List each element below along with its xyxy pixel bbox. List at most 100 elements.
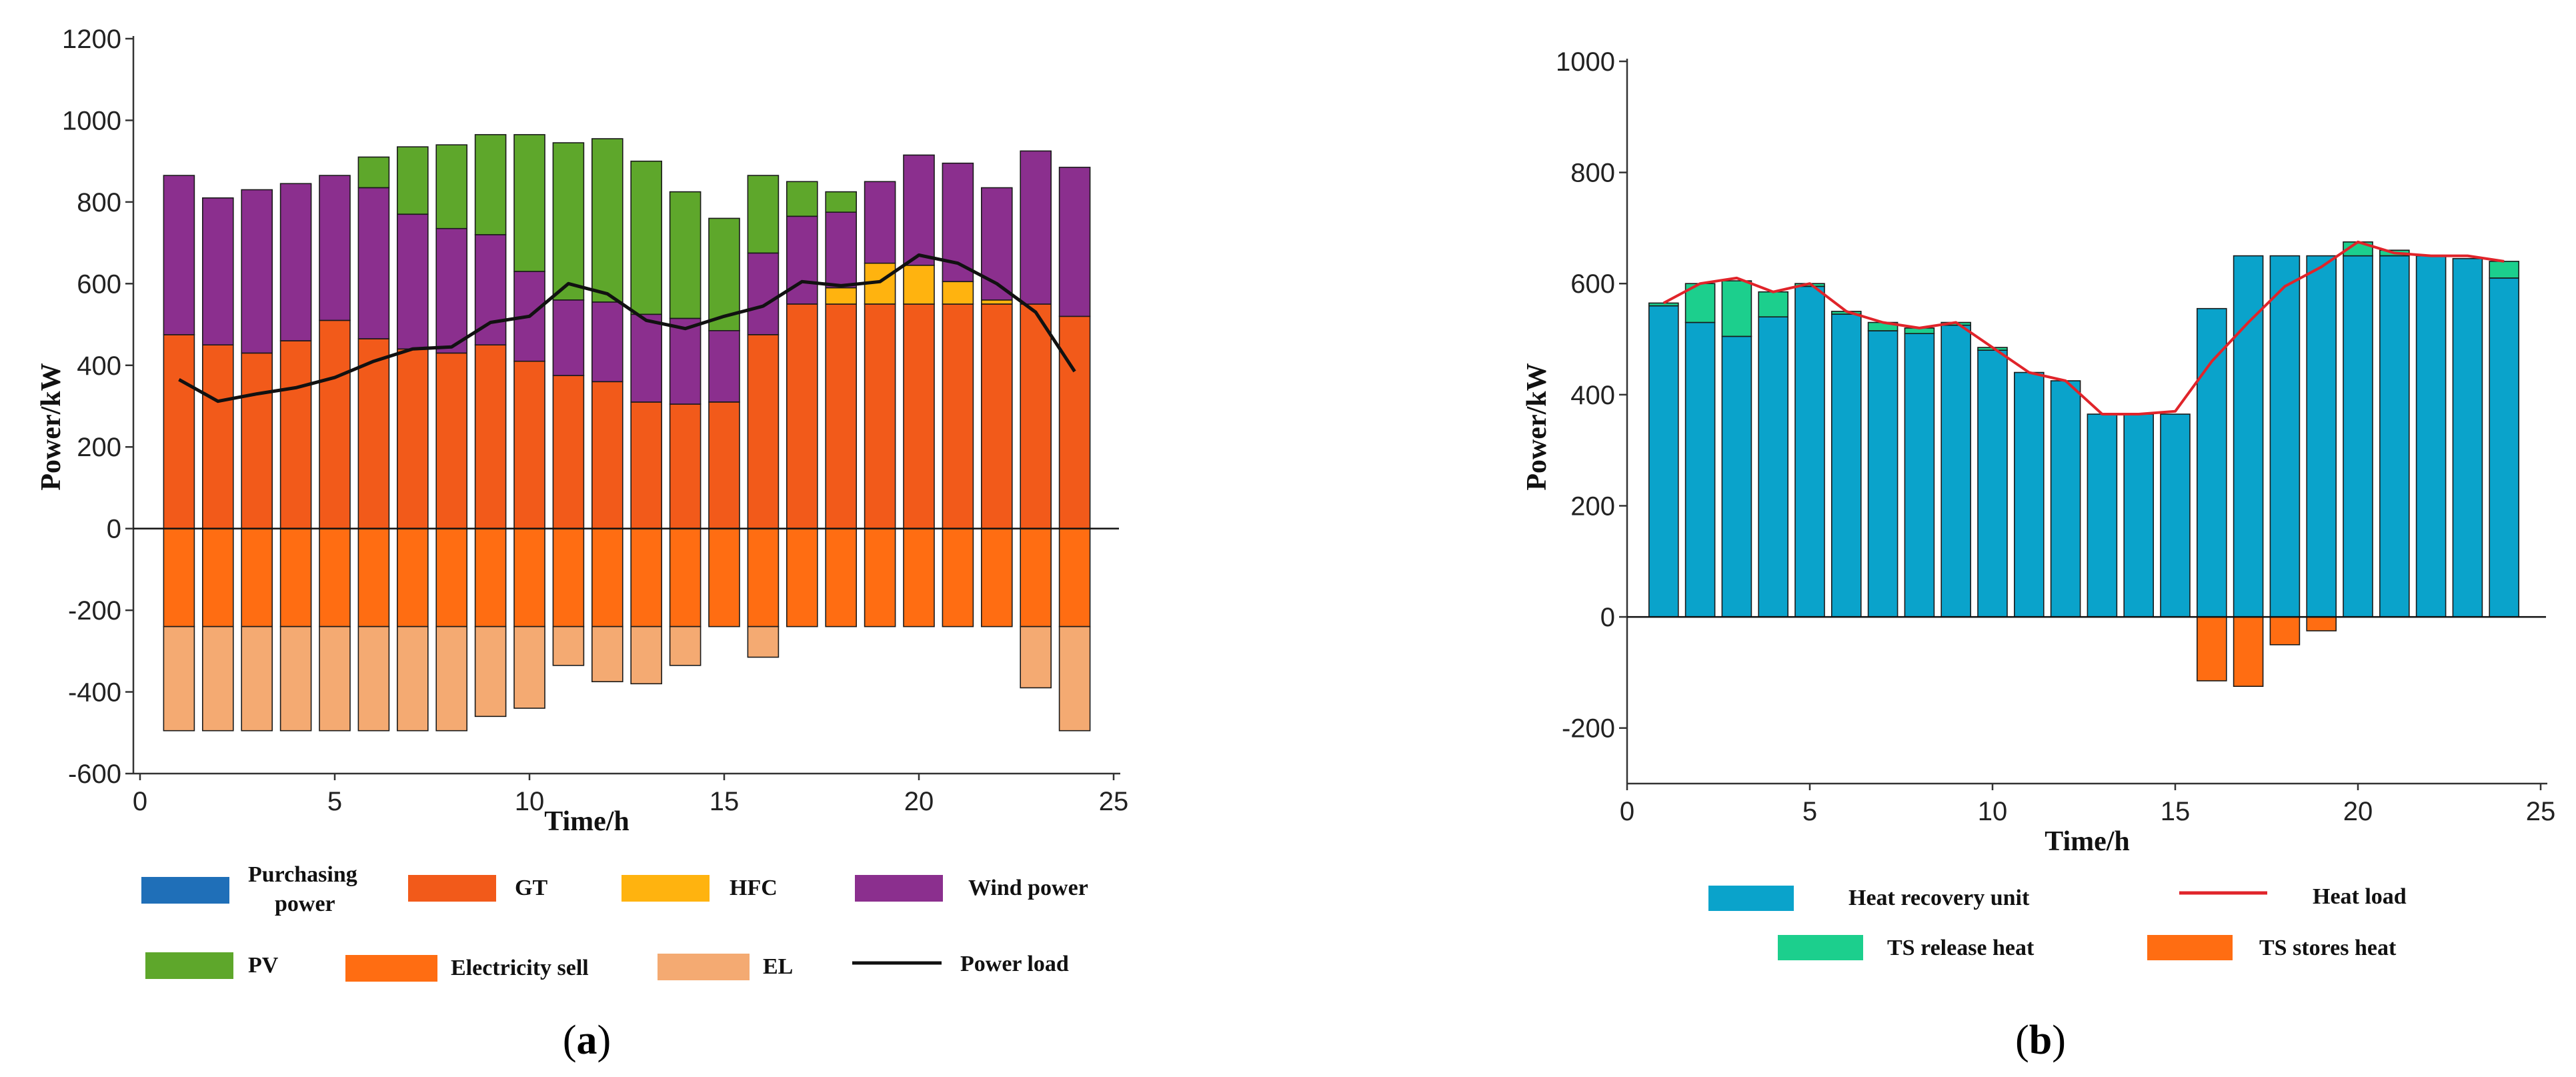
bar-el-h6 <box>357 626 390 732</box>
line-heat-load <box>1662 240 2505 415</box>
legend-purchasing-power-swatch <box>141 877 229 904</box>
panel-label-b: (b) <box>2015 1018 2066 1063</box>
bar-gt-h24 <box>1058 315 1091 529</box>
bar-gt-h23 <box>1020 303 1052 529</box>
legend-gt-label: GT <box>515 876 547 900</box>
bar-el-h1 <box>163 626 195 732</box>
legend-hfc-swatch <box>621 875 710 902</box>
y-tick-label: 800 <box>1570 159 1615 188</box>
bar-heat-recovery-unit-h16 <box>2197 307 2227 618</box>
bar-pv-h17 <box>786 181 818 217</box>
chart-a-legend: Purchasing power GT HFC Wind power PV El… <box>141 862 1088 982</box>
legend-gt-swatch <box>408 875 496 902</box>
x-tick-label: 5 <box>327 787 342 816</box>
bar-wind-power-h24 <box>1058 167 1091 317</box>
bar-heat-recovery-unit-h23 <box>2452 257 2483 618</box>
bar-hfc-h22 <box>981 299 1013 305</box>
y-tick-label: -600 <box>68 760 121 789</box>
bar-heat-recovery-unit-h11 <box>2014 371 2045 618</box>
bar-pv-h14 <box>669 191 702 319</box>
bar-heat-recovery-unit-h14 <box>2123 413 2154 618</box>
bar-ts-release-heat-h24 <box>2489 261 2519 279</box>
legend-el-label: EL <box>763 954 793 979</box>
x-tick-label: 0 <box>1620 797 1634 826</box>
bar-heat-recovery-unit-h19 <box>2306 255 2337 618</box>
y-tick-label: 400 <box>1570 381 1615 410</box>
bar-pv-h6 <box>357 156 390 189</box>
bar-electricity-sell-h20 <box>903 527 935 628</box>
bar-gt-h3 <box>241 352 273 529</box>
bar-gt-h13 <box>630 401 663 529</box>
bar-el-h3 <box>241 626 273 732</box>
legend-hfc-label: HFC <box>730 876 778 900</box>
bar-pv-h18 <box>825 191 857 213</box>
y-tick-label: -200 <box>68 596 121 626</box>
x-tick-label: 0 <box>133 787 147 816</box>
bar-el-h16 <box>747 626 780 658</box>
y-tick-label: 0 <box>107 515 121 544</box>
bar-hfc-h21 <box>942 281 974 305</box>
bar-heat-recovery-unit-h10 <box>1977 349 2008 618</box>
bar-pv-h8 <box>435 144 468 229</box>
chart-b-bars <box>1648 241 2519 687</box>
bar-electricity-sell-h17 <box>786 527 818 628</box>
chart-a-ylabel: Power/kW <box>36 363 67 490</box>
bar-pv-h16 <box>747 175 780 254</box>
bar-electricity-sell-h14 <box>669 527 702 628</box>
y-tick-label: -200 <box>1562 714 1615 744</box>
bar-wind-power-h9 <box>474 234 507 345</box>
bar-electricity-sell-h7 <box>396 527 429 628</box>
y-tick-label: -400 <box>68 678 121 708</box>
chart-a-bars <box>163 134 1091 732</box>
x-tick-label: 15 <box>2161 797 2191 826</box>
bar-wind-power-h1 <box>163 175 195 335</box>
legend-wind-power-label: Wind power <box>968 876 1088 900</box>
bar-electricity-sell-h23 <box>1020 527 1052 628</box>
bar-el-h24 <box>1058 626 1091 732</box>
x-tick-label: 10 <box>1978 797 2008 826</box>
legend-heat-recovery-unit-swatch <box>1708 886 1794 911</box>
legend-electricity-sell-swatch <box>345 955 437 982</box>
bar-wind-power-h8 <box>435 227 468 354</box>
bar-electricity-sell-h8 <box>435 527 468 628</box>
bar-electricity-sell-h16 <box>747 527 780 628</box>
bar-el-h4 <box>279 626 312 732</box>
chart-a-lines <box>178 253 1076 403</box>
legend-wind-power-swatch <box>855 875 943 902</box>
bar-electricity-sell-h12 <box>591 527 623 628</box>
legend-pv-swatch <box>145 952 233 979</box>
bar-electricity-sell-h10 <box>513 527 545 628</box>
bar-electricity-sell-h15 <box>708 527 740 628</box>
legend-heat-recovery-unit-label: Heat recovery unit <box>1848 886 2030 910</box>
bar-gt-h14 <box>669 403 702 529</box>
bar-heat-recovery-unit-h6 <box>1831 313 1862 618</box>
bar-heat-recovery-unit-h5 <box>1794 285 1825 618</box>
bar-wind-power-h23 <box>1020 150 1052 305</box>
bar-gt-h6 <box>357 338 390 529</box>
bar-wind-power-h22 <box>981 187 1013 301</box>
bar-electricity-sell-h13 <box>630 527 663 628</box>
bar-gt-h5 <box>319 319 351 529</box>
x-tick-label: 20 <box>904 787 934 816</box>
bar-gt-h15 <box>708 401 740 529</box>
bar-heat-recovery-unit-h7 <box>1867 330 1898 618</box>
bar-wind-power-h19 <box>864 181 896 264</box>
y-tick-label: 1000 <box>62 106 121 135</box>
y-tick-label: 1000 <box>1556 47 1615 77</box>
bar-gt-h9 <box>474 344 507 529</box>
legend-ts-stores-heat-label: TS stores heat <box>2259 936 2397 960</box>
line-power-load <box>178 253 1076 403</box>
y-tick-label: 0 <box>1600 603 1615 632</box>
panel-label-a: (a) <box>563 1018 611 1063</box>
bar-heat-recovery-unit-h17 <box>2233 255 2264 618</box>
bar-heat-recovery-unit-h2 <box>1684 321 1716 618</box>
chart-b-axes: -200 0 200 400 600 800 1000 0 5 10 15 20 25 <box>1556 47 2555 826</box>
y-tick-label: 600 <box>1570 269 1615 299</box>
bar-heat-recovery-unit-h22 <box>2415 255 2447 618</box>
bar-electricity-sell-h21 <box>942 527 974 628</box>
bar-wind-power-h13 <box>630 313 663 403</box>
legend-purchasing-power-label: Purchasing <box>248 862 357 887</box>
bar-wind-power-h2 <box>201 197 234 345</box>
chart-b-ylabel: Power/kW <box>1522 363 1552 490</box>
